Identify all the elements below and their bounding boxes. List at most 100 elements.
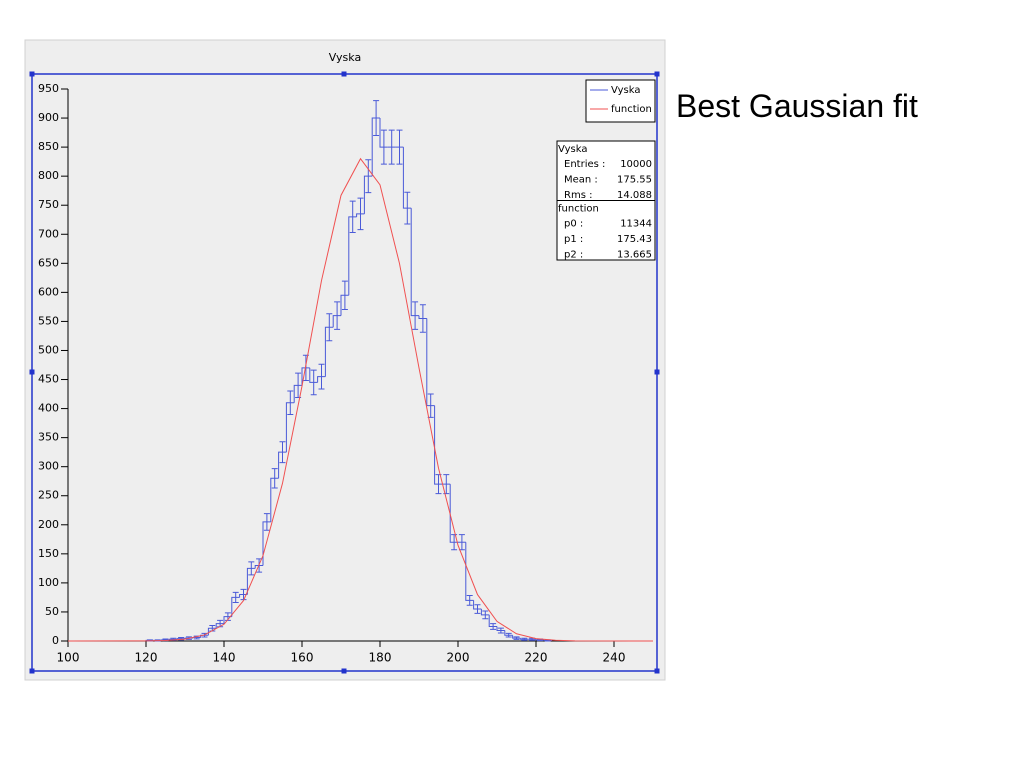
y-tick-label: 450 — [38, 373, 59, 386]
histogram-bin — [363, 175, 373, 214]
error-bar — [232, 591, 239, 603]
error-bar — [279, 441, 286, 464]
error-bar — [505, 632, 512, 638]
histogram-bin — [348, 216, 357, 296]
error-bar — [373, 100, 380, 136]
slide-title: Best Gaussian fit — [676, 88, 918, 124]
error-bar — [271, 468, 278, 489]
error-bar — [404, 191, 411, 225]
handle — [654, 668, 660, 674]
stats-value: 14.088 — [617, 190, 652, 201]
error-bar — [513, 636, 520, 640]
handle — [29, 71, 35, 77]
y-tick-label: 50 — [45, 605, 59, 618]
y-tick-label: 900 — [38, 111, 59, 124]
error-bar — [466, 594, 473, 606]
handle — [341, 668, 347, 674]
error-bar — [349, 200, 356, 234]
y-tick-label: 250 — [38, 489, 59, 502]
histogram-bin — [285, 402, 295, 453]
histogram-bin — [293, 384, 302, 403]
histogram-bin — [317, 376, 326, 383]
y-tick-label: 650 — [38, 256, 59, 269]
error-bar — [412, 301, 419, 330]
error-bar — [380, 129, 387, 165]
stats-value: 10000 — [620, 159, 652, 170]
error-bar — [318, 363, 325, 390]
error-bar — [490, 623, 497, 630]
histogram-bin — [504, 630, 513, 636]
y-tick-label: 800 — [38, 169, 59, 182]
y-tick-label: 550 — [38, 314, 59, 327]
stats-title: function — [558, 204, 599, 215]
handle — [654, 71, 660, 77]
y-tick-label: 500 — [38, 343, 59, 356]
error-bar — [334, 301, 341, 330]
handle — [29, 369, 35, 375]
y-tick-label: 600 — [38, 285, 59, 298]
handle — [29, 668, 35, 674]
stats-label: p1 : — [564, 234, 583, 245]
error-bar — [341, 280, 348, 310]
legend-box — [585, 79, 656, 123]
stats-title: Vyska — [558, 144, 587, 155]
y-tick-label: 300 — [38, 460, 59, 473]
y-tick-label: 200 — [38, 518, 59, 531]
histogram-bin — [512, 635, 521, 639]
histogram-bin — [379, 118, 388, 148]
error-bar — [248, 561, 255, 576]
stats-value: 175.43 — [617, 234, 652, 245]
histogram-bin — [535, 639, 544, 641]
y-tick-label: 100 — [38, 576, 59, 589]
histogram-bin — [246, 567, 256, 595]
y-tick-label: 0 — [52, 634, 59, 647]
stats-label: Rms : — [564, 190, 592, 201]
y-tick-label: 150 — [38, 547, 59, 560]
histogram-bin — [480, 609, 490, 616]
error-bar — [482, 610, 489, 620]
error-bar — [497, 627, 504, 634]
histogram-bin — [371, 117, 380, 177]
histogram-bin — [519, 638, 529, 640]
x-tick-label: 160 — [291, 651, 314, 665]
histogram-bin — [402, 147, 412, 209]
error-bar — [365, 159, 372, 194]
histogram-bin — [418, 315, 427, 320]
histogram-bin — [496, 626, 505, 632]
histogram-bin — [309, 367, 318, 383]
error-bar — [310, 369, 317, 396]
stats-label: p0 : — [564, 219, 583, 230]
error-bar — [521, 637, 528, 641]
histogram-bin — [254, 564, 263, 569]
error-bar — [474, 604, 481, 614]
stats-box — [556, 140, 656, 201]
histogram-bin — [301, 367, 310, 386]
x-tick-label: 240 — [603, 651, 626, 665]
histogram-bin — [262, 521, 271, 566]
histogram-bin — [239, 594, 248, 598]
y-tick-label: 350 — [38, 431, 59, 444]
y-tick-label: 850 — [38, 140, 59, 153]
y-tick-label: 750 — [38, 198, 59, 211]
legend-label: function — [611, 104, 652, 115]
panel — [24, 39, 666, 681]
histogram-bin — [223, 616, 232, 624]
x-tick-label: 140 — [213, 651, 236, 665]
error-bar — [388, 129, 395, 165]
histogram-bin — [465, 542, 474, 601]
histogram-bin — [200, 634, 209, 638]
error-bar — [263, 513, 270, 531]
histogram-bin — [176, 638, 185, 640]
histogram-bin — [278, 451, 287, 479]
x-tick-label: 200 — [447, 651, 470, 665]
stats-label: Entries : — [564, 159, 605, 170]
histogram-bin — [332, 315, 341, 328]
histogram-bin — [270, 477, 279, 522]
histogram-bin — [356, 213, 365, 217]
legend-label: Vyska — [611, 85, 640, 96]
error-bar — [287, 390, 294, 416]
error-bar — [357, 197, 364, 231]
histogram-bin — [231, 596, 240, 617]
